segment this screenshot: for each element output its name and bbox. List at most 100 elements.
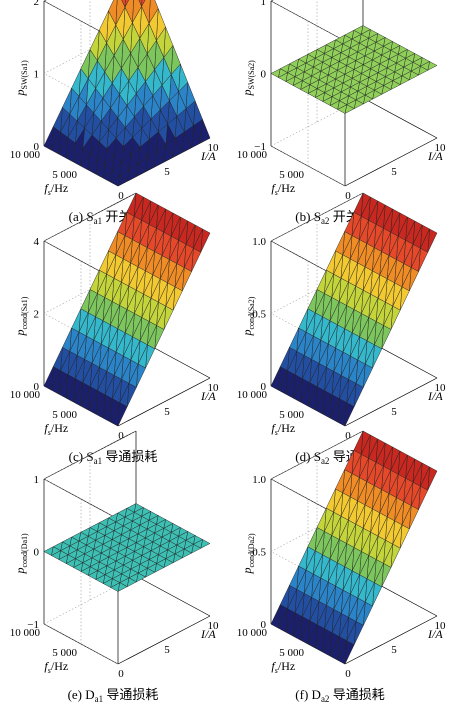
grid-line: [43, 623, 119, 665]
y-tick-label: 10 000: [237, 149, 268, 161]
caption-suffix: 导通损耗: [103, 687, 158, 702]
surface-facet: [337, 402, 348, 427]
surface-facet: [315, 628, 325, 653]
x-axis-label: I/A: [427, 627, 443, 641]
y-axis-label: fs/Hz: [271, 421, 295, 437]
x-axis-label: I/A: [427, 389, 443, 403]
y-tick-label: 10 000: [10, 627, 41, 639]
y-tick-label: 10 000: [237, 627, 268, 639]
y-axis-label-main: f: [271, 421, 276, 435]
y-tick-label: 5 000: [279, 169, 304, 181]
box-edge: [135, 575, 211, 617]
box-edge: [362, 97, 438, 139]
y-axis-label-main: f: [271, 181, 276, 195]
x-tick-label: 0: [345, 668, 351, 680]
surface-facet: [43, 546, 54, 556]
surface-facet: [43, 366, 54, 391]
z-tick-label: 1: [261, 0, 267, 8]
box-edge: [117, 615, 211, 665]
caption-sub: a1: [95, 694, 104, 704]
grid-line: [270, 0, 346, 42]
box-edge: [344, 377, 438, 427]
surface-facet: [300, 84, 311, 94]
surface-facet: [314, 92, 325, 102]
x-tick-label: 10: [208, 382, 220, 394]
z-axis-label: pSW(Sa2): [240, 60, 256, 97]
panel-caption: (f) Da2 导通损耗: [295, 687, 384, 704]
surface-facet: [58, 137, 69, 159]
y-axis-label-sub: s: [275, 428, 278, 437]
surface-facet: [285, 612, 296, 637]
y-axis-label-main: f: [271, 659, 276, 673]
surface-facet: [270, 604, 281, 629]
grid-line: [270, 0, 274, 2]
x-axis-label: I/A: [200, 627, 216, 641]
surface-facet: [50, 550, 61, 560]
y-tick-label: 5 000: [52, 169, 77, 181]
y-axis-label-unit: /Hz: [51, 181, 68, 195]
surface-facet: [73, 562, 84, 572]
y-axis-label-sub: s: [48, 428, 51, 437]
z-axis-label: pcond(Da1): [13, 533, 29, 575]
caption-prefix: (d) S: [295, 449, 321, 464]
y-tick-label: 10 000: [10, 389, 41, 401]
y-tick-label: 5 000: [52, 409, 77, 421]
x-axis-label: I/A: [200, 149, 216, 163]
y-axis-label-unit: /Hz: [51, 421, 68, 435]
surface: [270, 430, 438, 665]
box-edge: [344, 615, 438, 665]
x-tick-label: 5: [164, 166, 170, 178]
surface: [43, 192, 211, 427]
surface-facet: [65, 378, 76, 403]
surface-facet: [278, 608, 288, 633]
surface-facet: [110, 582, 121, 592]
caption-sub: a2: [321, 216, 330, 226]
surface-facet: [307, 386, 318, 411]
caption-sub: a1: [94, 456, 103, 466]
z-tick-label: −1: [27, 619, 39, 631]
y-tick-label: 10 000: [237, 389, 268, 401]
x-tick-label: 5: [391, 166, 397, 178]
x-tick-label: 10: [435, 382, 447, 394]
z-tick-label: 1.0: [252, 474, 266, 486]
x-tick-label: 0: [345, 430, 351, 442]
x-axis-label: I/A: [200, 389, 216, 403]
surface-facet: [277, 72, 288, 82]
y-axis-label-main: f: [44, 659, 49, 673]
panel-caption: (c) Sa1 导通损耗: [69, 449, 158, 466]
surface-facet: [270, 68, 281, 78]
y-axis-label-unit: /Hz: [278, 421, 295, 435]
caption-sub: a2: [321, 694, 330, 704]
z-axis-label-sub: cond(Sa2): [247, 296, 256, 329]
y-axis-label-unit: /Hz: [51, 659, 68, 673]
z-tick-label: 0: [34, 381, 40, 393]
surface-facet: [337, 104, 348, 114]
surface-facet: [73, 148, 84, 167]
surface: [270, 192, 438, 427]
caption-prefix: (f) D: [295, 687, 321, 702]
caption-prefix: (e) D: [68, 687, 95, 702]
z-axis-label: pcond(Da2): [240, 533, 256, 575]
z-tick-label: 0.5: [252, 547, 266, 559]
z-tick-label: 2: [34, 0, 40, 8]
surface-facet: [58, 554, 69, 564]
surface-facet: [87, 570, 98, 580]
surface-facet: [337, 640, 348, 665]
panel-caption: (e) Da1 导通损耗: [68, 687, 159, 704]
surface-facet: [80, 153, 91, 171]
surface-facet: [58, 374, 69, 399]
surface-facet: [43, 126, 54, 151]
z-tick-label: 0: [34, 141, 40, 153]
box-edge: [344, 137, 438, 187]
y-tick-label: 5 000: [52, 647, 77, 659]
grid-line: [270, 145, 346, 187]
z-axis-label-main: p: [240, 568, 254, 575]
y-tick-label: 5 000: [279, 647, 304, 659]
surface-facet: [65, 558, 76, 568]
panel-c: 0 2 4 0 5 10 10 000 5 000 I/A fs/Hz pcond(Sa1) (c) …: [10, 192, 220, 466]
surface-facet: [292, 616, 303, 641]
caption-prefix: (a) S: [69, 209, 94, 224]
